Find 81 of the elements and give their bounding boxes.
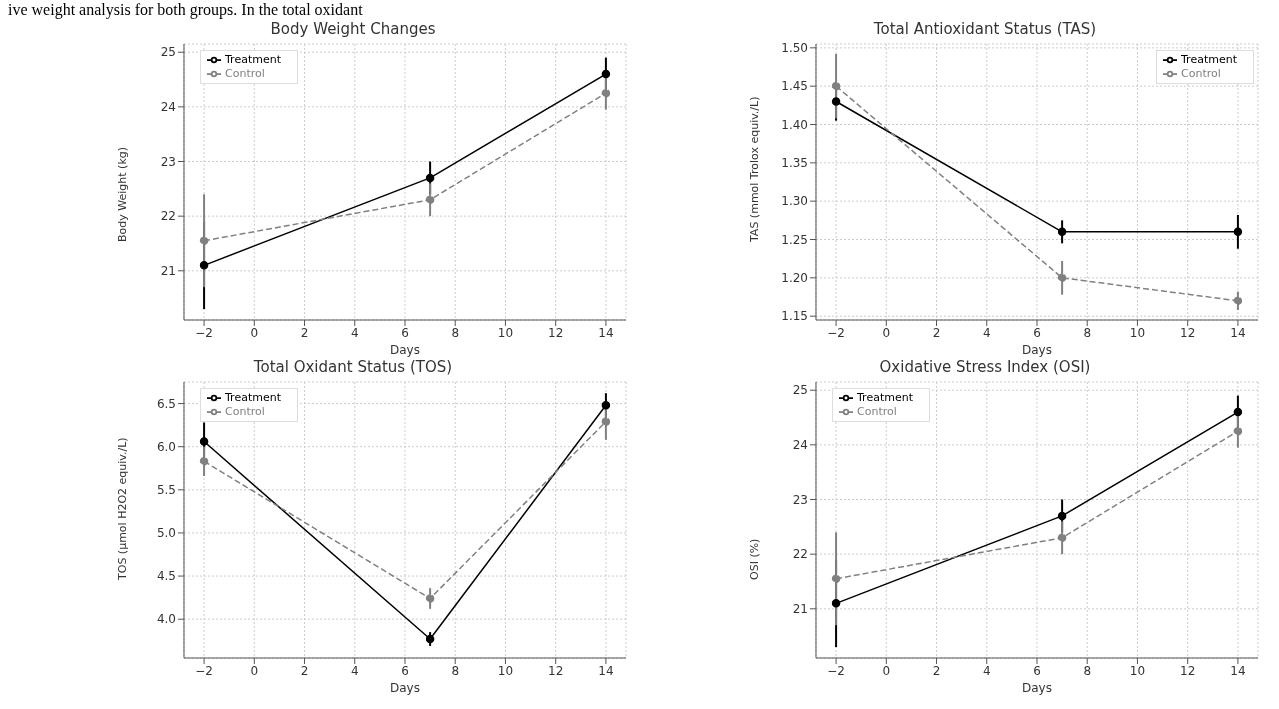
y-tick-label: 22 — [160, 209, 176, 224]
y-axis-title: Body Weight (kg) — [115, 146, 129, 242]
x-axis-title: Days — [1022, 681, 1052, 695]
x-tick-label: 4 — [350, 663, 359, 678]
x-tick-label: 10 — [1129, 663, 1146, 678]
x-tick-label: 2 — [932, 325, 941, 340]
y-tick-label: 24 — [792, 438, 808, 453]
x-axis-title: Days — [1022, 343, 1052, 357]
y-tick-label: 4.0 — [156, 612, 176, 627]
x-tick-label: 14 — [598, 663, 614, 678]
y-tick-label: 1.25 — [781, 232, 808, 247]
y-tick-label: 25 — [792, 383, 808, 398]
y-tick-label: 25 — [160, 45, 176, 60]
y-tick-label: 4.5 — [156, 569, 176, 584]
x-tick-label: 8 — [451, 663, 460, 678]
x-tick-label: 2 — [300, 663, 309, 678]
y-tick-label: 6.5 — [156, 396, 176, 411]
x-tick-label: 8 — [1083, 663, 1092, 678]
x-tick-label: 6 — [1033, 325, 1041, 340]
y-tick-label: 1.45 — [781, 79, 808, 94]
y-tick-label: 23 — [160, 154, 176, 169]
legend-label: Treatment — [1181, 53, 1237, 66]
y-tick-label: 1.40 — [781, 117, 808, 132]
y-axis-title: OSI (%) — [747, 538, 761, 580]
legend-label: Treatment — [225, 53, 281, 66]
x-tick-label: −2 — [195, 663, 213, 678]
y-tick-label: 24 — [160, 100, 176, 115]
y-tick-label: 21 — [792, 602, 808, 617]
x-tick-label: 8 — [1083, 325, 1092, 340]
x-tick-label: 10 — [497, 663, 514, 678]
y-tick-label: 23 — [792, 492, 808, 507]
x-tick-label: 12 — [1180, 663, 1196, 678]
x-tick-label: 12 — [548, 325, 564, 340]
y-tick-label: 21 — [160, 264, 176, 279]
x-axis-title: Days — [390, 343, 420, 357]
x-tick-label: 0 — [250, 663, 259, 678]
x-tick-label: 6 — [401, 663, 409, 678]
y-tick-label: 22 — [792, 547, 808, 562]
chart-title: Total Oxidant Status (TOS) — [252, 358, 454, 378]
x-tick-label: 10 — [1129, 325, 1146, 340]
x-tick-label: 8 — [451, 325, 460, 340]
x-tick-label: 4 — [982, 663, 991, 678]
legend-label: Control — [1181, 67, 1221, 80]
x-tick-label: 12 — [548, 663, 564, 678]
legend-label: Treatment — [225, 391, 281, 404]
y-tick-label: 6.0 — [156, 439, 176, 454]
x-tick-label: 6 — [401, 325, 409, 340]
y-tick-label: 1.15 — [781, 309, 808, 324]
x-tick-label: 14 — [598, 325, 614, 340]
x-tick-label: 2 — [932, 663, 941, 678]
x-tick-label: 12 — [1180, 325, 1196, 340]
y-tick-label: 1.35 — [781, 156, 808, 171]
text: ive weight analysis for both groups. In the total oxidant — [8, 1, 364, 20]
y-tick-label: 5.5 — [156, 483, 176, 498]
x-tick-label: −2 — [195, 325, 213, 340]
x-tick-label: −2 — [827, 663, 845, 678]
x-tick-label: 6 — [1033, 663, 1041, 678]
legend-label: Treatment — [857, 391, 913, 404]
x-tick-label: −2 — [827, 325, 845, 340]
chart-title: Body Weight Changes — [269, 20, 437, 40]
y-axis-title: TOS (µmol H2O2 equiv./L) — [115, 437, 129, 581]
y-axis-title: TAS (mmol Trolox equiv./L) — [747, 96, 761, 243]
x-axis-title: Days — [390, 681, 420, 695]
chart-title: Total Antioxidant Status (TAS) — [872, 20, 1098, 40]
x-tick-label: 14 — [1230, 325, 1246, 340]
legend-label: Control — [225, 67, 265, 80]
x-tick-label: 14 — [1230, 663, 1246, 678]
legend-label: Control — [225, 405, 265, 418]
y-tick-label: 1.30 — [781, 194, 808, 209]
x-tick-label: 4 — [982, 325, 991, 340]
x-tick-label: 2 — [300, 325, 309, 340]
chart-title: Oxidative Stress Index (OSI) — [878, 358, 1092, 378]
x-tick-label: 4 — [350, 325, 359, 340]
y-tick-label: 1.50 — [781, 41, 808, 56]
x-tick-label: 0 — [882, 325, 891, 340]
y-tick-label: 1.20 — [781, 271, 808, 286]
y-tick-label: 5.0 — [156, 526, 176, 541]
legend-label: Control — [857, 405, 897, 418]
x-tick-label: 10 — [497, 325, 514, 340]
x-tick-label: 0 — [882, 663, 891, 678]
x-tick-label: 0 — [250, 325, 259, 340]
